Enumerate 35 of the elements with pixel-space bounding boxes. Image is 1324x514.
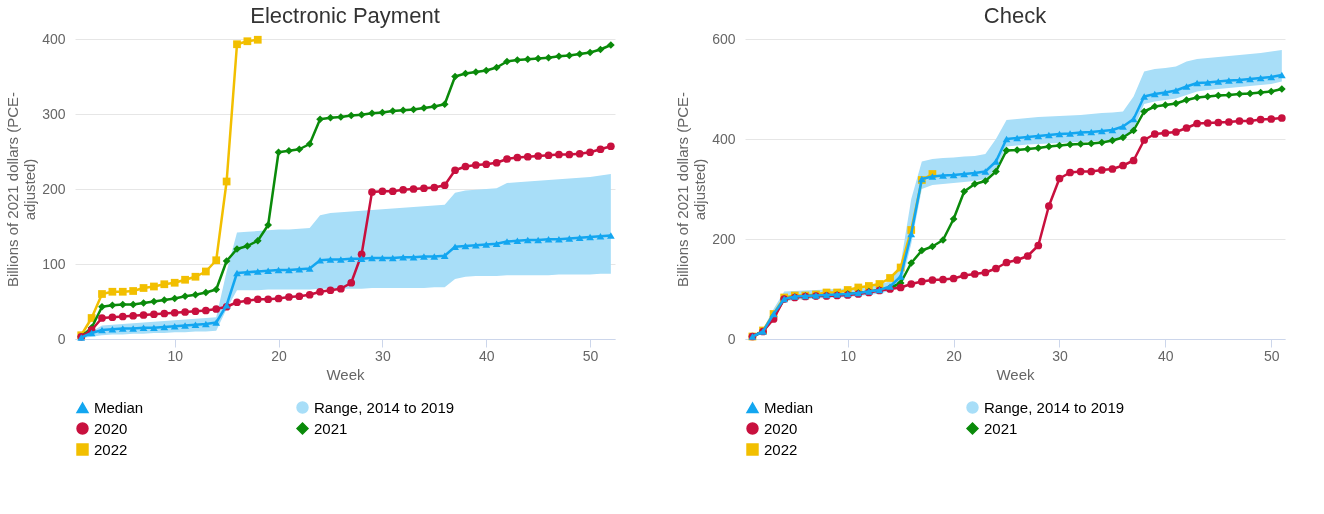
legend-label: Median	[94, 398, 144, 416]
legend-label: 2020	[94, 419, 128, 437]
legend-label: 2022	[764, 440, 798, 458]
x-tick-label: 20	[271, 347, 288, 364]
legend-label: Range, 2014 to 2019	[314, 398, 455, 416]
y-tick-label: 0	[727, 330, 736, 347]
legend-label: 2021	[314, 419, 348, 437]
x-tick-label: 10	[167, 347, 184, 364]
chart-title: Electronic Payment	[250, 3, 440, 28]
x-axis-title: Week	[326, 365, 366, 383]
chart-title: Check	[983, 3, 1048, 28]
y-tick-label: 600	[712, 30, 736, 47]
y-tick-label: 400	[712, 130, 736, 147]
y-axis-title: Billions of 2021 dollars (PCE-adjusted)	[674, 91, 709, 288]
y-tick-label: 200	[712, 230, 736, 247]
y-axis-title: Billions of 2021 dollars (PCE-adjusted)	[4, 91, 39, 288]
legend-label: 2020	[764, 419, 798, 437]
legend-label: Median	[764, 398, 814, 416]
legend-label: Range, 2014 to 2019	[984, 398, 1125, 416]
y-tick-label: 300	[42, 105, 66, 122]
y-tick-label: 100	[42, 255, 66, 272]
legend-label: 2022	[94, 440, 128, 458]
x-tick-label: 20	[946, 347, 963, 364]
y-tick-label: 200	[42, 180, 66, 197]
x-tick-label: 50	[582, 347, 599, 364]
x-tick-label: 30	[1052, 347, 1068, 364]
x-axis-title: Week	[996, 365, 1036, 383]
y-tick-label: 400	[42, 30, 66, 47]
x-tick-label: 40	[478, 347, 495, 364]
x-tick-label: 40	[1158, 347, 1174, 364]
y-tick-label: 0	[57, 330, 66, 347]
x-tick-label: 50	[1263, 347, 1280, 364]
x-tick-label: 30	[375, 347, 391, 364]
legend-label: 2021	[984, 419, 1018, 437]
x-tick-label: 10	[840, 347, 857, 364]
